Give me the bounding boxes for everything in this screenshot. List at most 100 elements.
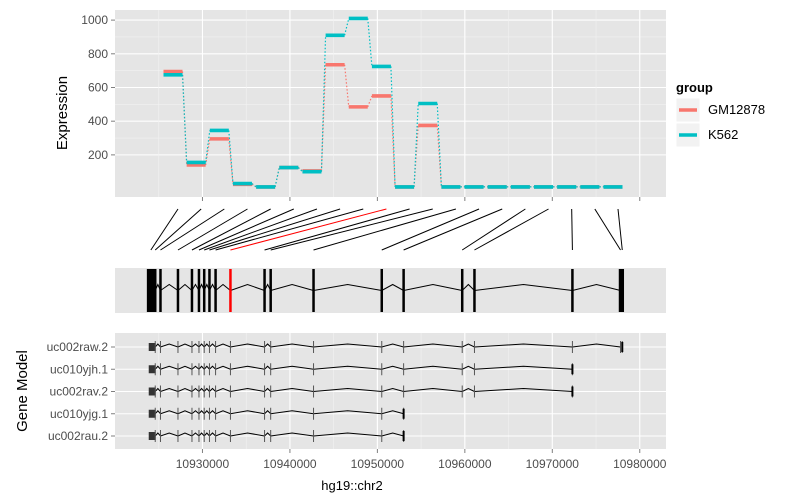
connector-line	[403, 208, 503, 251]
transcript-intron	[381, 387, 404, 392]
transcript-intron	[313, 410, 382, 415]
transcript-intron	[198, 409, 205, 415]
transcript-intron	[264, 387, 272, 392]
transcript-intron	[230, 387, 265, 392]
intron-line	[403, 283, 463, 291]
series-connector	[228, 138, 234, 185]
series-connector	[390, 66, 396, 187]
transcript-start-exon	[148, 343, 156, 351]
intron-line	[572, 283, 621, 291]
exon-block	[153, 269, 157, 312]
expression-y-tick-label: 400	[88, 114, 108, 128]
connector-lines	[150, 208, 623, 251]
transcript-intron	[177, 343, 193, 348]
transcript-intron	[381, 410, 404, 415]
transcript-intron	[209, 432, 216, 437]
transcript-intron	[209, 387, 216, 392]
transcript-intron	[461, 365, 475, 370]
connector-line	[191, 208, 271, 251]
legend-title: group	[676, 80, 713, 95]
transcript-intron	[203, 387, 210, 392]
transcript-intron	[191, 343, 200, 348]
intron-line	[177, 283, 193, 291]
series-connector	[344, 18, 350, 36]
exon-block	[190, 269, 194, 312]
x-tick-label: 10970000	[526, 457, 580, 471]
transcript-intron	[474, 365, 573, 370]
transcript-intron	[198, 343, 205, 348]
exon-block	[197, 269, 201, 312]
intron-line	[381, 283, 404, 291]
transcript-intron	[191, 387, 200, 392]
transcript-start-exon	[148, 387, 156, 396]
x-tick-label: 10940000	[263, 457, 317, 471]
connector-line	[177, 208, 248, 251]
transcript-intron	[474, 343, 573, 348]
connector-line	[160, 208, 225, 251]
x-tick-label: 10960000	[438, 457, 492, 471]
transcript-track	[148, 407, 405, 420]
transcript-intron	[403, 387, 463, 392]
transcript-intron	[270, 365, 314, 370]
transcript-intron	[154, 387, 161, 392]
intron-line	[270, 283, 314, 291]
transcript-label: uc002rav.2	[50, 385, 109, 399]
transcript-intron	[177, 387, 193, 392]
transcript-intron	[230, 432, 265, 437]
transcript-intron	[215, 365, 231, 370]
series-connector	[367, 18, 373, 67]
transcript-intron	[160, 387, 179, 392]
transcript-intron	[313, 343, 382, 348]
transcript-intron	[230, 365, 265, 370]
transcript-start-exon	[148, 409, 156, 418]
transcript-intron	[270, 343, 314, 348]
transcript-intron	[215, 410, 231, 415]
exon-block	[312, 269, 315, 312]
transcript-label: uc002rau.2	[48, 429, 108, 443]
transcript-intron	[403, 343, 463, 348]
connector-line	[264, 208, 410, 251]
connector-line	[571, 208, 573, 251]
transcript-track	[148, 341, 624, 353]
transcript-intron	[160, 410, 179, 415]
series-connector	[205, 138, 211, 166]
gene-model-y-axis-title: Gene Model	[14, 350, 31, 432]
series-K562	[163, 16, 623, 189]
transcript-intron	[215, 432, 231, 437]
intron-line	[474, 283, 573, 291]
connector-line	[474, 208, 549, 251]
transcript-intron	[230, 410, 265, 415]
transcript-intron	[381, 365, 404, 370]
transcript-intron	[177, 410, 193, 415]
connector-line	[209, 208, 341, 251]
exon-block	[208, 269, 211, 312]
transcript-intron	[313, 365, 382, 370]
transcript-start-exon	[148, 365, 156, 374]
exon-block	[176, 269, 180, 312]
transcript-intron	[191, 432, 200, 437]
intron-line	[313, 283, 382, 291]
transcript-intron	[215, 343, 231, 348]
transcript-intron	[203, 409, 210, 415]
transcript-intron	[160, 432, 179, 437]
intron-line	[461, 283, 475, 291]
exon-block	[380, 269, 384, 312]
exon-block-first	[146, 269, 155, 312]
connector-line	[204, 208, 318, 251]
transcript-intron	[264, 365, 272, 370]
transcript-intron	[198, 387, 205, 392]
transcript-start-exon	[148, 432, 156, 440]
connector-line	[313, 208, 457, 251]
transcript-intron	[209, 410, 216, 415]
transcript-intron	[203, 365, 210, 370]
transcript-intron	[203, 343, 210, 348]
transcript-track	[148, 363, 574, 376]
transcript-intron	[198, 432, 205, 437]
transcript-intron	[177, 432, 193, 437]
transcript-track	[148, 430, 405, 442]
intron-line	[160, 283, 179, 291]
connector-line	[270, 208, 433, 251]
x-axis: 10930000 10940000 10950000 10960000 10970000…	[176, 197, 667, 493]
expression-y-tick-label: 200	[88, 148, 108, 162]
exon-block	[202, 269, 206, 312]
